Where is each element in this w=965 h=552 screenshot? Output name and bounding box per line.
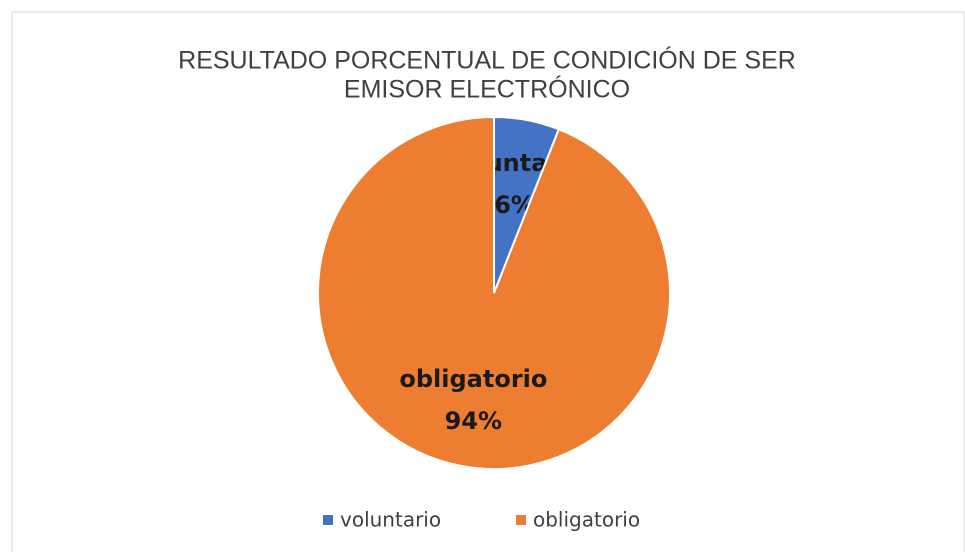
legend-label: obligatorio (533, 508, 640, 532)
data-label-value: 94% (445, 407, 502, 435)
pie-slice (317, 115, 671, 470)
chart-title: EMISOR ELECTRÓNICO (344, 75, 630, 104)
legend-label: voluntario (340, 508, 441, 532)
chart-title: RESULTADO PORCENTUAL DE CONDICIÓN DE SER (178, 46, 796, 75)
legend-swatch (323, 515, 333, 525)
legend-swatch (516, 515, 526, 525)
data-label-category: obligatorio (399, 365, 547, 393)
